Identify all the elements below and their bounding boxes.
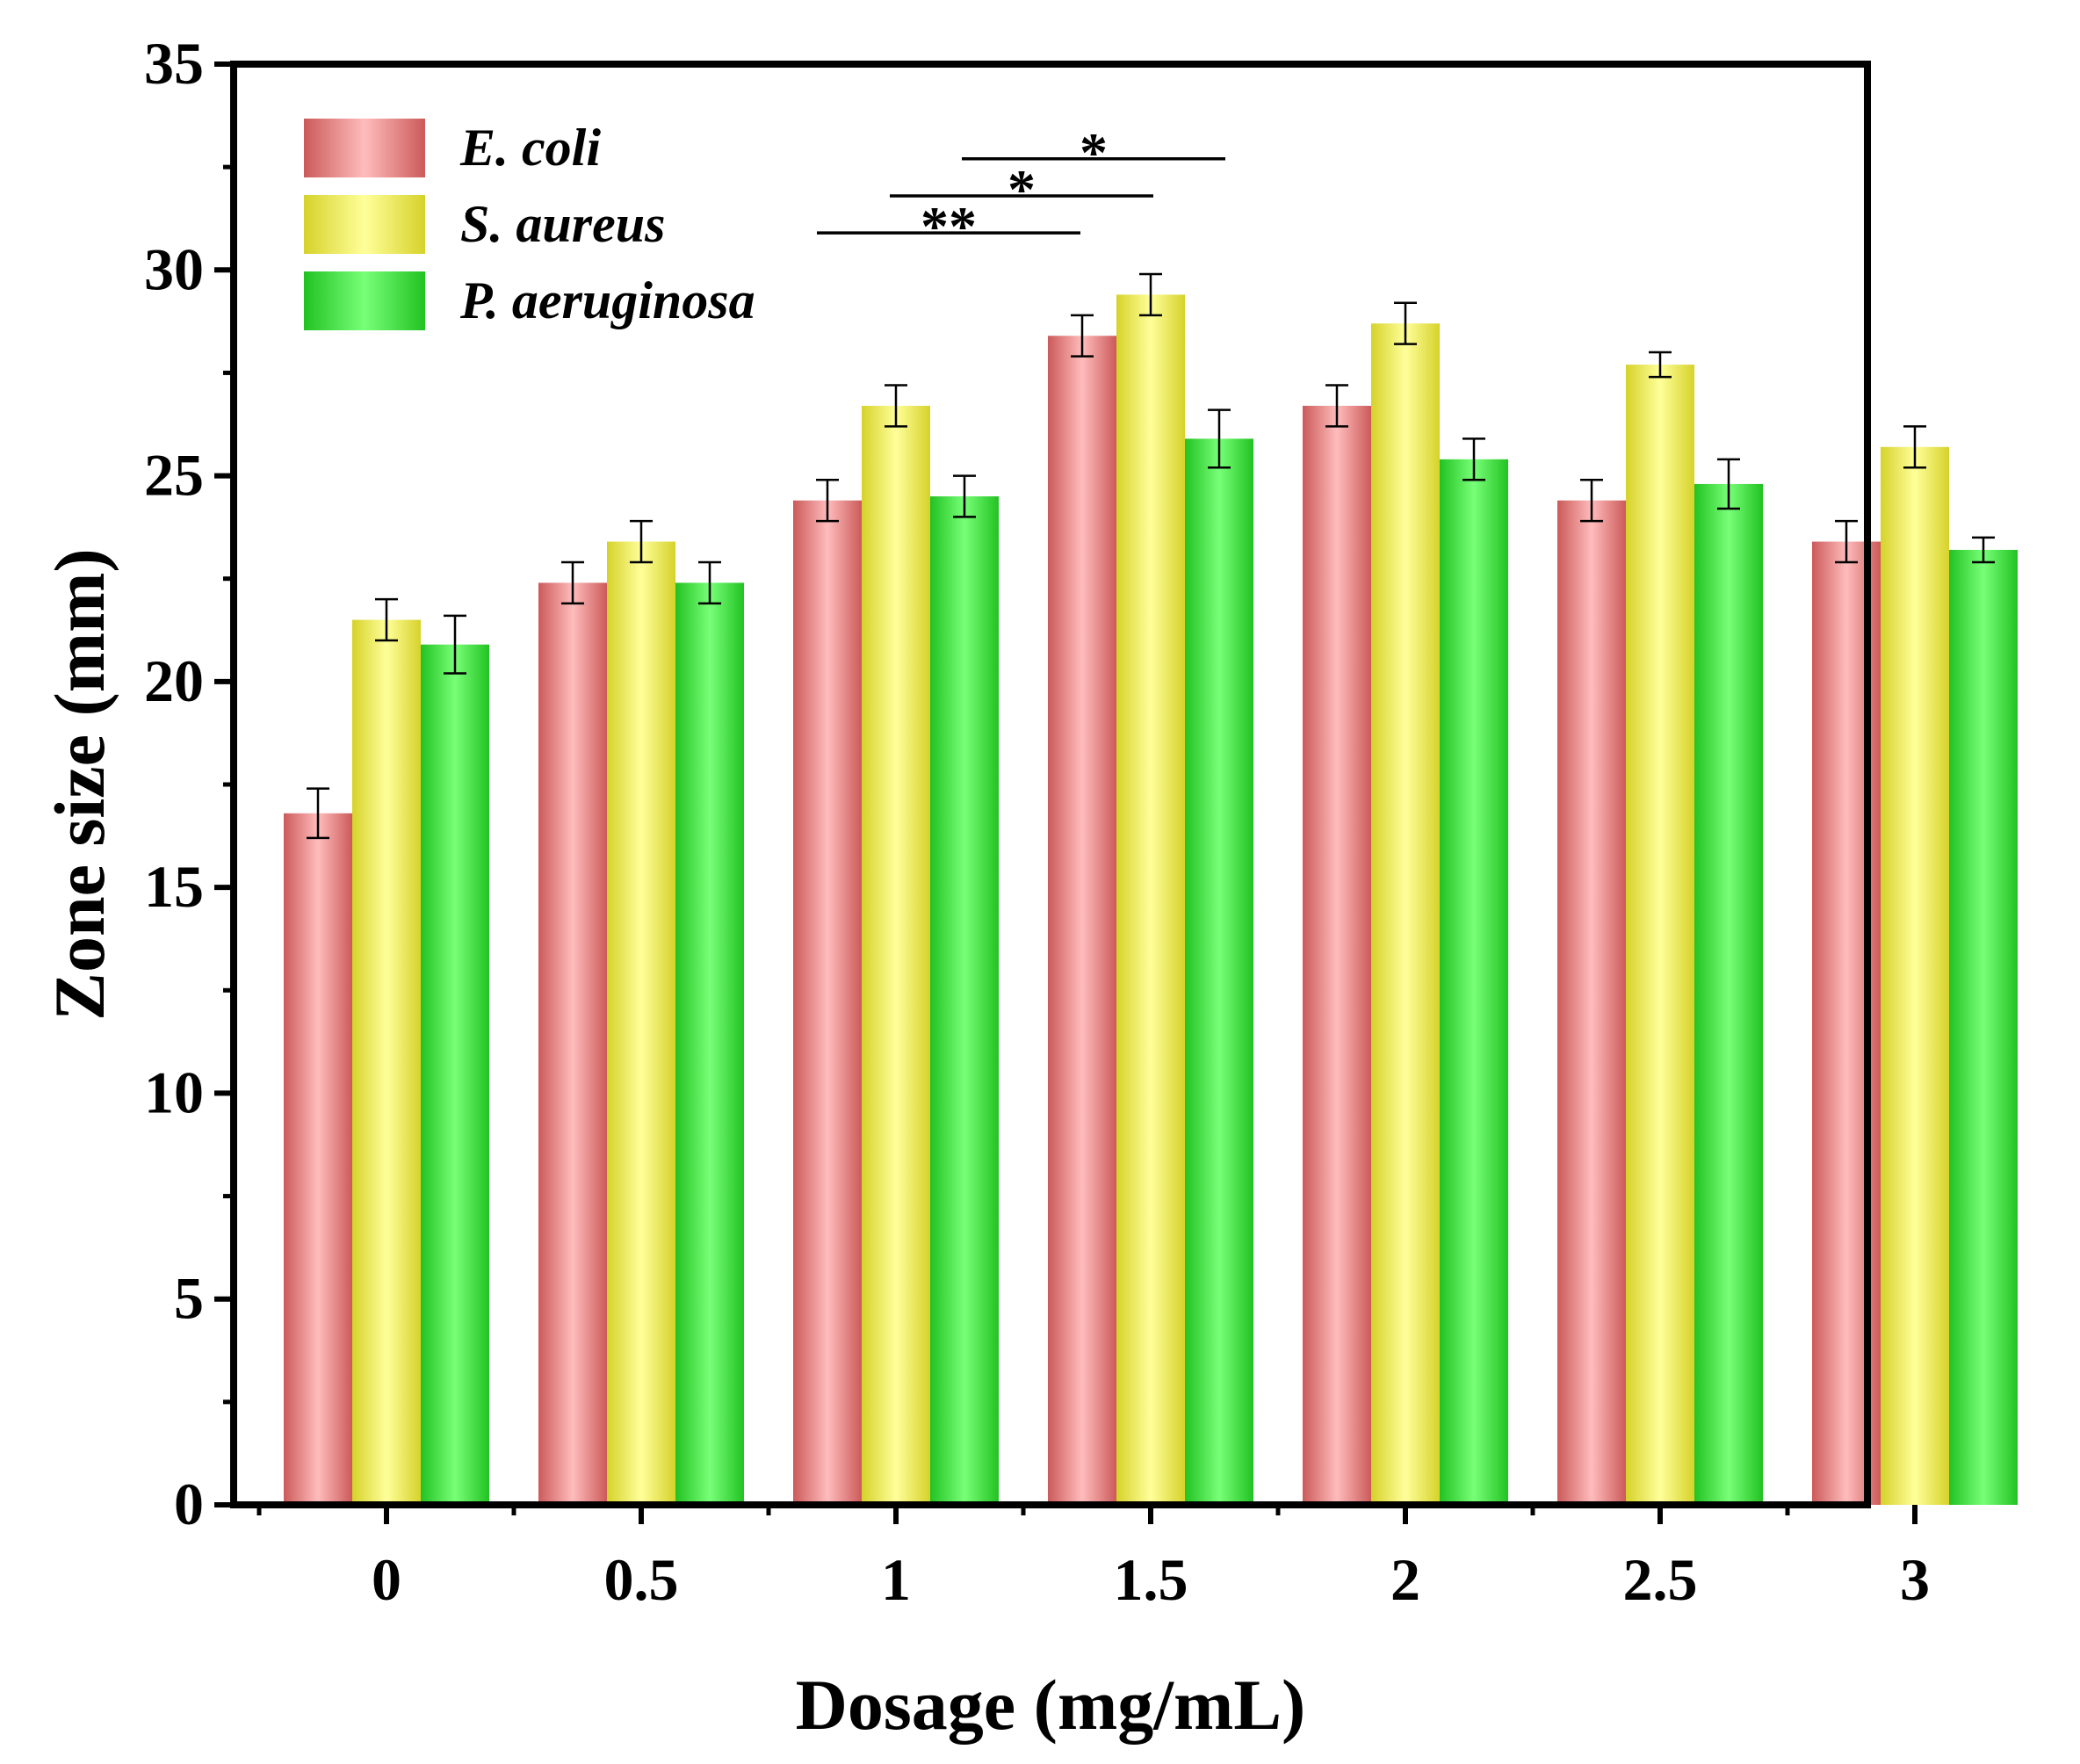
error-bar-saureus-1 <box>885 384 907 428</box>
legend-label-2: P. aeruginosa <box>459 271 755 329</box>
bar-paeruginosa-0.5 <box>675 582 744 1505</box>
bar-paeruginosa-0 <box>421 644 489 1505</box>
error-bar-saureus-0 <box>375 597 398 642</box>
y-tick-label-5: 5 <box>174 1265 204 1332</box>
legend-item-0: E. coli <box>304 119 601 177</box>
significance-label-0: ** <box>921 195 977 257</box>
error-bar-ecoli-0 <box>307 787 329 840</box>
error-bar-saureus-0.5 <box>630 519 653 564</box>
error-bar-paeruginosa-2.5 <box>1717 458 1740 510</box>
error-bar-paeruginosa-1.5 <box>1208 408 1231 469</box>
significance-bracket-1: * <box>890 158 1153 220</box>
axes-layer: 0 5 10 15 20 25 30 35 0 0.5 1 1.5 2 2.5 3 <box>144 30 1930 1613</box>
error-bar-ecoli-1.5 <box>1071 314 1094 358</box>
error-bar-paeruginosa-3 <box>1972 536 1995 564</box>
error-bars-layer <box>307 272 1995 840</box>
error-bar-paeruginosa-2 <box>1462 437 1485 481</box>
error-bar-ecoli-3 <box>1835 519 1858 564</box>
bar-saureus-0.5 <box>607 541 675 1505</box>
legend-swatch-1 <box>304 195 425 254</box>
error-bar-paeruginosa-0 <box>444 614 466 675</box>
y-tick-label-0: 0 <box>174 1471 204 1537</box>
bar-paeruginosa-2 <box>1440 459 1508 1505</box>
bar-saureus-1 <box>862 405 930 1505</box>
legend-swatch-2 <box>304 271 425 330</box>
x-tick-label-0: 0 <box>372 1546 401 1613</box>
y-tick-label-35: 35 <box>144 30 204 97</box>
error-bar-saureus-3 <box>1903 425 1926 469</box>
x-tick-label-1: 1 <box>881 1546 911 1613</box>
error-bar-paeruginosa-0.5 <box>698 560 721 605</box>
bar-ecoli-2.5 <box>1557 500 1626 1505</box>
bars-layer <box>284 294 2018 1506</box>
y-axis-title: Zone size (mm) <box>40 548 119 1020</box>
error-bar-saureus-1.5 <box>1139 272 1162 317</box>
error-bar-paeruginosa-1 <box>953 474 976 518</box>
error-bar-ecoli-2.5 <box>1580 479 1603 523</box>
legend-label-0: E. coli <box>459 119 601 177</box>
x-tick-label-2.5: 2.5 <box>1623 1546 1698 1613</box>
bar-ecoli-2 <box>1303 405 1371 1505</box>
error-bar-saureus-2.5 <box>1649 351 1672 379</box>
legend-label-1: S. aureus <box>460 195 665 253</box>
bar-paeruginosa-1 <box>930 496 999 1505</box>
bar-ecoli-0 <box>284 813 352 1505</box>
error-bar-saureus-2 <box>1394 301 1417 345</box>
y-tick-label-10: 10 <box>144 1059 204 1125</box>
error-bar-ecoli-1 <box>816 479 839 523</box>
bar-saureus-1.5 <box>1116 294 1185 1505</box>
y-tick-label-20: 20 <box>144 647 204 714</box>
bar-saureus-2.5 <box>1626 365 1694 1505</box>
bar-saureus-3 <box>1881 446 1949 1505</box>
legend-swatch-0 <box>304 119 425 177</box>
significance-label-1: * <box>1008 158 1036 220</box>
bar-ecoli-1 <box>793 500 862 1505</box>
legend-item-2: P. aeruginosa <box>304 271 755 330</box>
y-tick-label-30: 30 <box>144 235 204 302</box>
x-tick-label-3: 3 <box>1900 1546 1930 1613</box>
bar-paeruginosa-1.5 <box>1185 438 1253 1505</box>
bar-ecoli-0.5 <box>538 582 607 1505</box>
error-bar-ecoli-2 <box>1325 384 1348 428</box>
legend-item-1: S. aureus <box>304 195 665 254</box>
significance-layer: **** <box>817 121 1225 257</box>
significance-bracket-0: ** <box>817 195 1080 257</box>
significance-label-2: * <box>1080 121 1108 184</box>
bar-saureus-0 <box>352 619 421 1505</box>
x-axis-title: Dosage (mg/mL) <box>796 1665 1306 1745</box>
bar-saureus-2 <box>1371 323 1440 1506</box>
legend: E. coli S. aureus P. aeruginosa <box>304 119 755 330</box>
x-tick-label-1.5: 1.5 <box>1114 1546 1188 1613</box>
x-tick-label-2: 2 <box>1390 1546 1420 1613</box>
bar-paeruginosa-3 <box>1949 549 2018 1505</box>
y-tick-label-15: 15 <box>144 853 204 920</box>
bar-ecoli-1.5 <box>1048 336 1116 1506</box>
significance-bracket-2: * <box>962 121 1225 184</box>
x-tick-label-0.5: 0.5 <box>604 1546 679 1613</box>
error-bar-ecoli-0.5 <box>561 560 584 605</box>
y-tick-label-25: 25 <box>144 442 204 509</box>
bar-paeruginosa-2.5 <box>1694 483 1763 1505</box>
